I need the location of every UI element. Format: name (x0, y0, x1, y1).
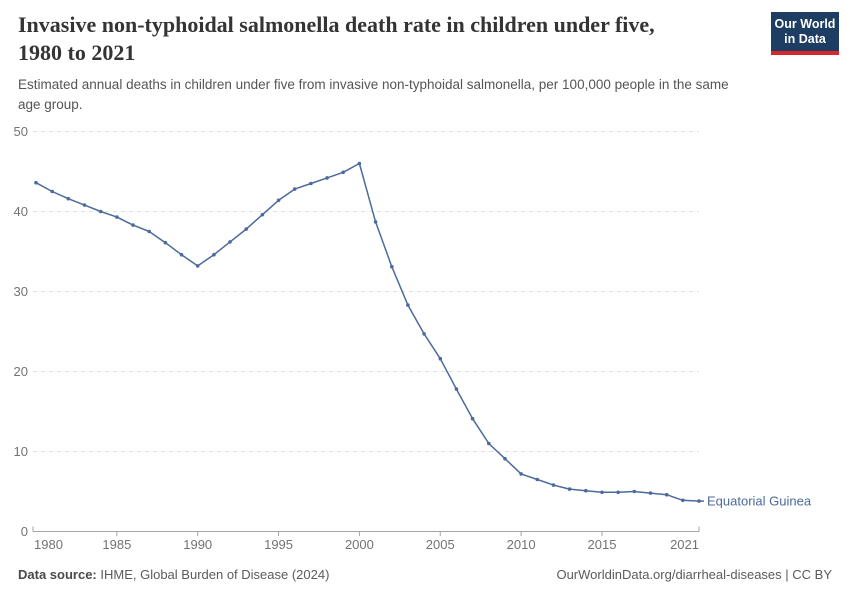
chart-footer: Data source: IHME, Global Burden of Dise… (18, 567, 832, 582)
data-point-marker (276, 198, 281, 203)
data-point-marker (292, 187, 297, 191)
data-point-marker (535, 477, 540, 482)
data-point-marker (147, 229, 151, 234)
title-line-2: 1980 to 2021 (18, 40, 136, 65)
subtitle-line-2: age group. (18, 96, 83, 112)
x-tick-label: 2010 (507, 537, 536, 552)
data-point-marker (406, 303, 410, 307)
data-point-marker (422, 332, 426, 336)
x-tick-label: 1980 (34, 537, 63, 552)
subtitle-line-1: Estimated annual deaths in children unde… (18, 77, 729, 92)
data-source: Data source: IHME, Global Burden of Dise… (18, 567, 329, 582)
chart-subtitle: Estimated annual deaths in children unde… (18, 75, 823, 114)
data-point-marker (66, 196, 71, 201)
data-point-marker (212, 252, 216, 257)
series-line-equatorial-guinea[interactable] (35, 162, 700, 502)
title-line-1: Invasive non-typhoidal salmonella death … (18, 12, 655, 37)
data-point-marker (260, 212, 265, 217)
data-point-marker (82, 203, 87, 207)
y-tick-label: 0 (21, 524, 28, 539)
data-point-marker (34, 180, 38, 185)
data-point-marker (98, 209, 103, 214)
logo-line-1: Our World (774, 17, 836, 31)
x-tick-label: 2015 (588, 537, 617, 552)
data-point-marker (616, 490, 620, 495)
series-end-label[interactable]: Equatorial Guinea (707, 494, 812, 509)
y-tick-label: 30 (14, 284, 28, 299)
data-point-marker (584, 488, 588, 493)
data-point-marker (244, 227, 248, 231)
data-point-marker (341, 170, 346, 175)
data-point-marker (163, 240, 168, 245)
logo-line-2: in Data (784, 32, 826, 46)
data-point-marker (373, 220, 378, 224)
y-tick-label: 10 (14, 444, 28, 459)
data-point-marker (309, 181, 313, 186)
data-point-marker (681, 498, 685, 503)
y-tick-label: 40 (14, 204, 28, 219)
data-point-marker (600, 490, 604, 495)
data-point-marker (438, 356, 443, 361)
x-tick-label: 1995 (264, 537, 293, 552)
data-point-marker (487, 441, 491, 446)
data-point-marker (454, 387, 459, 391)
data-point-marker (195, 264, 200, 268)
x-tick-label: 2005 (426, 537, 455, 552)
data-point-marker (632, 489, 637, 494)
x-tick-label: 2021 (670, 537, 699, 552)
data-source-label: Data source: (18, 567, 97, 582)
x-tick-label: 1990 (183, 537, 212, 552)
credit-line: OurWorldinData.org/diarrheal-diseases | … (556, 567, 832, 582)
owid-logo[interactable]: Our World in Data (771, 12, 839, 55)
data-point-marker (503, 456, 507, 461)
data-point-marker (131, 223, 135, 227)
x-tick-label: 1985 (102, 537, 131, 552)
page-title: Invasive non-typhoidal salmonella death … (18, 11, 760, 67)
data-point-marker (567, 487, 572, 491)
y-tick-label: 20 (14, 364, 28, 379)
data-point-marker (648, 491, 653, 495)
line-chart-canvas[interactable]: 0 10 20 30 40 50 1980 1985 1990 1995 2000 2005 2010 2… (0, 118, 850, 564)
data-point-marker (357, 161, 362, 166)
data-point-marker (664, 492, 669, 497)
data-point-marker (519, 472, 523, 476)
data-point-marker (390, 264, 394, 269)
y-tick-label: 50 (14, 124, 28, 139)
data-point-marker (551, 483, 556, 487)
data-point-marker (228, 240, 232, 244)
data-point-marker (325, 176, 329, 180)
data-point-marker (470, 416, 475, 421)
data-point-marker (179, 252, 184, 257)
data-source-value: IHME, Global Burden of Disease (2024) (100, 567, 330, 582)
data-point-marker (115, 215, 119, 219)
x-tick-label: 2000 (345, 537, 374, 552)
data-point-marker (50, 189, 54, 194)
